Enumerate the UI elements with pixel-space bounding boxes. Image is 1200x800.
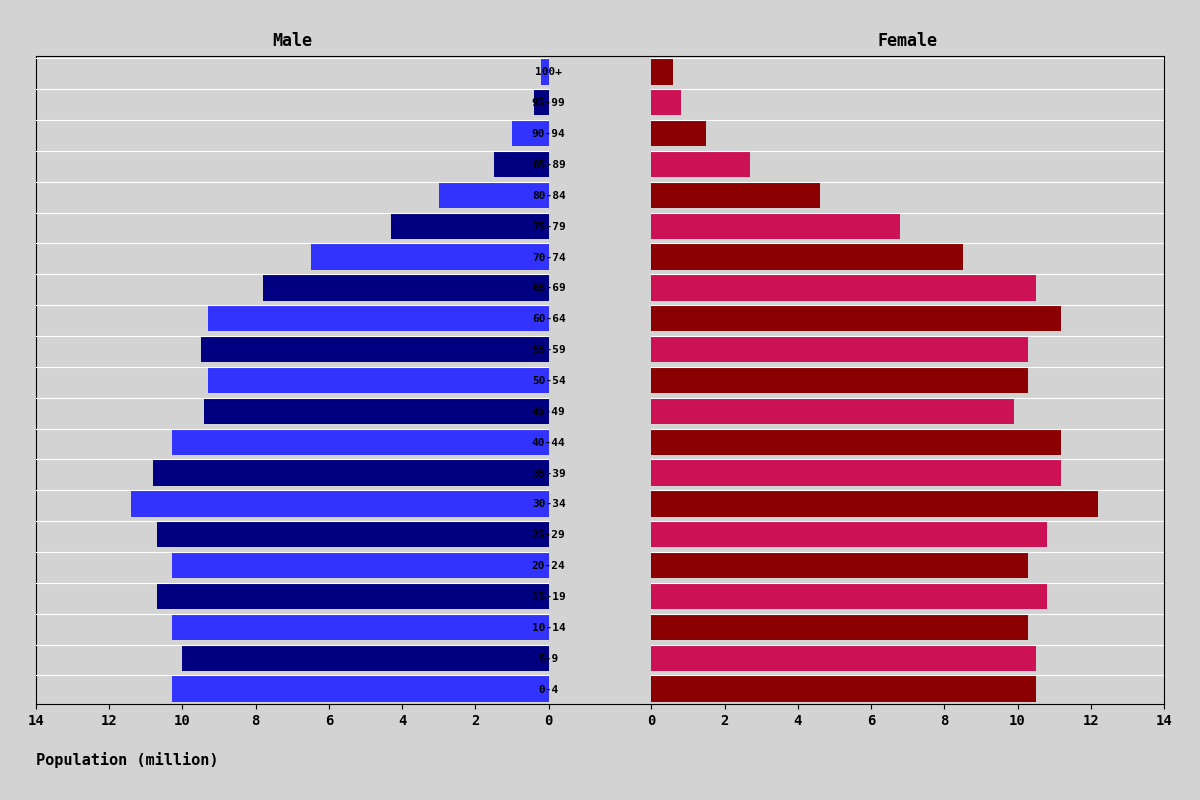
Bar	[652, 459, 1062, 486]
Bar	[200, 336, 548, 362]
Bar	[652, 398, 1014, 424]
Bar	[154, 459, 548, 486]
Bar	[652, 305, 1062, 331]
Bar	[652, 213, 900, 239]
Bar	[652, 182, 820, 208]
Bar	[208, 367, 548, 393]
Bar	[652, 151, 750, 177]
Bar	[652, 521, 1046, 547]
Bar	[652, 614, 1028, 640]
Bar	[652, 645, 1036, 671]
Bar	[534, 89, 548, 115]
Text: Male: Male	[272, 31, 312, 50]
Bar	[512, 120, 548, 146]
Text: Female: Female	[877, 31, 937, 50]
Bar	[172, 552, 548, 578]
Bar	[157, 521, 548, 547]
Bar	[439, 182, 548, 208]
Bar	[652, 336, 1028, 362]
Bar	[652, 552, 1028, 578]
Bar	[652, 583, 1046, 609]
Bar	[652, 243, 962, 270]
Bar	[493, 151, 548, 177]
Bar	[204, 398, 548, 424]
Bar	[652, 274, 1036, 301]
Bar	[652, 429, 1062, 455]
Bar	[652, 490, 1098, 517]
Bar	[208, 305, 548, 331]
Bar	[172, 614, 548, 640]
Bar	[652, 675, 1036, 702]
Bar	[311, 243, 548, 270]
Text: Population (million): Population (million)	[36, 752, 218, 768]
Bar	[172, 429, 548, 455]
Bar	[391, 213, 548, 239]
Bar	[182, 645, 548, 671]
Bar	[263, 274, 548, 301]
Bar	[157, 583, 548, 609]
Bar	[131, 490, 548, 517]
Bar	[652, 58, 673, 85]
Bar	[652, 120, 707, 146]
Bar	[652, 89, 680, 115]
Bar	[652, 367, 1028, 393]
Bar	[172, 675, 548, 702]
Bar	[541, 58, 548, 85]
